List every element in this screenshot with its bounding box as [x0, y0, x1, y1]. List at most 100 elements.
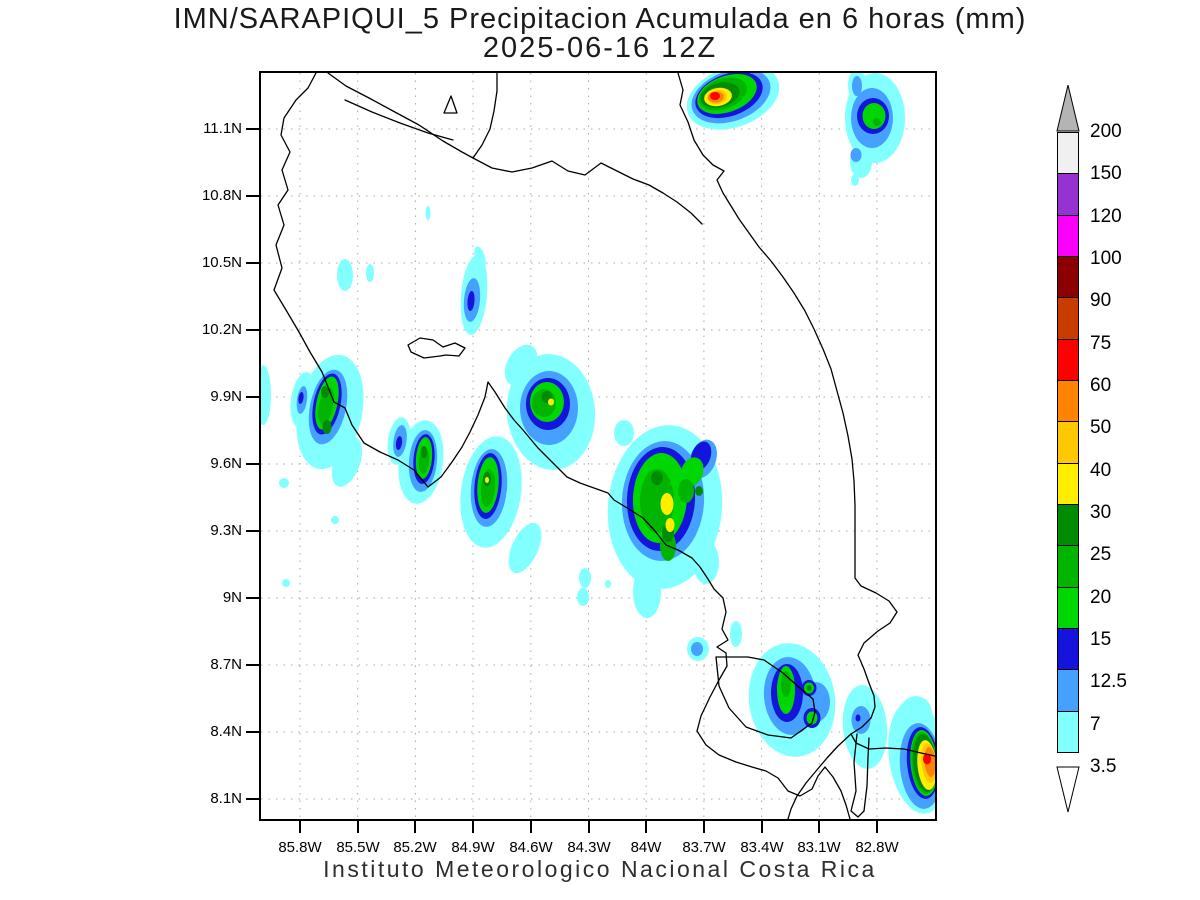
x-axis-tick [414, 821, 416, 833]
colorbar-up-arrow-shape [1056, 85, 1080, 132]
precip-contour-12.5 [855, 714, 861, 722]
colorbar-segment [1057, 710, 1079, 753]
colorbar-tick-label: 20 [1090, 587, 1112, 608]
colorbar-down-arrow-shape [1056, 766, 1080, 813]
x-axis-label: 84.6W [509, 839, 553, 856]
x-axis-tick [299, 821, 301, 833]
precip-contour-15 [862, 103, 886, 129]
y-axis-label: 8.1N [210, 790, 242, 807]
lake-nicaragua-nw-shore [327, 73, 474, 159]
page-title: IMN/SARAPIQUI_5 Precipitacion Acumulada … [173, 3, 1027, 35]
precip-contour-25 [322, 420, 332, 434]
y-axis-label: 9N [222, 589, 242, 606]
precip-cell-central-valley-cell [504, 344, 596, 470]
x-axis-tick [588, 821, 590, 833]
x-axis-tick [761, 821, 763, 833]
y-axis-label: 9.9N [210, 388, 242, 405]
colorbar-tick-label: 25 [1090, 544, 1112, 565]
precip-contour-25 [321, 386, 329, 398]
colorbar-tick-label: 15 [1090, 629, 1112, 650]
precip-cell-border-southeast-storm [888, 696, 935, 814]
lake-nicaragua-inner-shore [344, 99, 454, 141]
precip-contour-3.5 [730, 621, 742, 647]
x-axis-label: 85.8W [278, 839, 322, 856]
precip-cell-quepos-dot [687, 621, 742, 661]
precip-contour-12.5 [395, 436, 403, 450]
colorbar-tick-label: 200 [1090, 121, 1122, 142]
precip-cell-nicoya-north-cell [387, 417, 444, 504]
x-axis-label: 83.7W [682, 839, 726, 856]
precip-contour-25 [806, 685, 812, 691]
colorbar [1057, 132, 1079, 753]
precip-contour-7 [851, 706, 871, 734]
colorbar-tick-label: 40 [1090, 460, 1112, 481]
precip-contour-3.5 [605, 580, 611, 588]
colorbar-tick-label: 100 [1090, 248, 1122, 269]
precip-contour-3.5 [633, 566, 661, 618]
precip-cell-tiny-dash-north [425, 206, 431, 220]
precip-contour-7 [852, 76, 862, 96]
colorbar-tick-label: 12.5 [1090, 671, 1127, 692]
x-axis-label: 83.4W [740, 839, 784, 856]
page-subtitle: 2025-06-16 12Z [482, 32, 718, 64]
x-axis-tick [818, 821, 820, 833]
colorbar-segment [1057, 627, 1079, 671]
pacific-coast [273, 73, 851, 819]
precip-contour-3.5 [900, 696, 932, 730]
precip-contour-3.5 [614, 420, 634, 446]
attribution-text: Instituto Meteorologico Nacional Costa R… [323, 856, 877, 882]
precipitation-field [261, 73, 935, 814]
precip-cell-offshore-dots [577, 568, 611, 606]
colorbar-segment [1057, 173, 1079, 216]
precip-contour-20 [640, 469, 674, 533]
colorbar-segment [1057, 255, 1079, 299]
x-axis-tick [530, 821, 532, 833]
y-axis-tick [246, 798, 259, 800]
precip-contour-3.5 [331, 516, 339, 524]
colorbar-arrow-up-icon [1056, 85, 1080, 132]
precip-cell-north-inland-small [460, 246, 488, 335]
y-axis-tick [246, 463, 259, 465]
colorbar-tick-label: 75 [1090, 333, 1112, 354]
colorbar-segment [1057, 379, 1079, 423]
x-axis-label: 84.9W [451, 839, 495, 856]
precip-contour-3.5 [261, 365, 271, 425]
colorbar-tick-label: 7 [1090, 714, 1101, 735]
y-axis-label: 10.2N [201, 321, 242, 338]
colorbar-arrow-down-icon [1056, 766, 1080, 813]
colorbar-segment [1057, 669, 1079, 712]
precip-cell-talamanca-south-cell [748, 643, 836, 757]
precip-cell-guanacaste-specks [337, 259, 374, 291]
y-axis-tick [246, 664, 259, 666]
precip-contour-30 [660, 493, 674, 515]
y-axis-tick [246, 329, 259, 331]
precip-cell-nicoya-south-cell [460, 436, 542, 574]
precip-contour-3.5 [504, 344, 538, 386]
caribbean-coast [677, 73, 935, 757]
y-axis-tick [246, 597, 259, 599]
precip-contour-30 [548, 398, 554, 406]
y-axis-tick [246, 262, 259, 264]
y-axis-label: 10.8N [201, 187, 242, 204]
talamanca-boundary [715, 656, 816, 739]
precip-contour-20 [318, 387, 334, 425]
lake-arenal [407, 337, 466, 359]
y-axis-tick [246, 731, 259, 733]
y-axis-label: 8.7N [210, 656, 242, 673]
precip-contour-30 [485, 477, 489, 483]
colorbar-segment [1057, 503, 1079, 547]
coastlines [273, 73, 935, 819]
precip-contour-3.5 [693, 540, 719, 584]
precip-contour-3.5 [851, 174, 859, 186]
precip-contour-60 [923, 753, 931, 765]
precip-contour-12.5 [467, 291, 475, 311]
colorbar-tick-label: 90 [1090, 290, 1112, 311]
precip-contour-20 [873, 118, 881, 126]
x-axis-label: 85.5W [336, 839, 380, 856]
precip-contour-12.5 [298, 392, 304, 404]
colorbar-tick-label: 3.5 [1090, 756, 1117, 777]
colorbar-segment [1057, 586, 1079, 629]
colorbar-tick-label: 150 [1090, 163, 1122, 184]
precip-contour-3.5 [425, 206, 431, 220]
x-axis-tick [703, 821, 705, 833]
